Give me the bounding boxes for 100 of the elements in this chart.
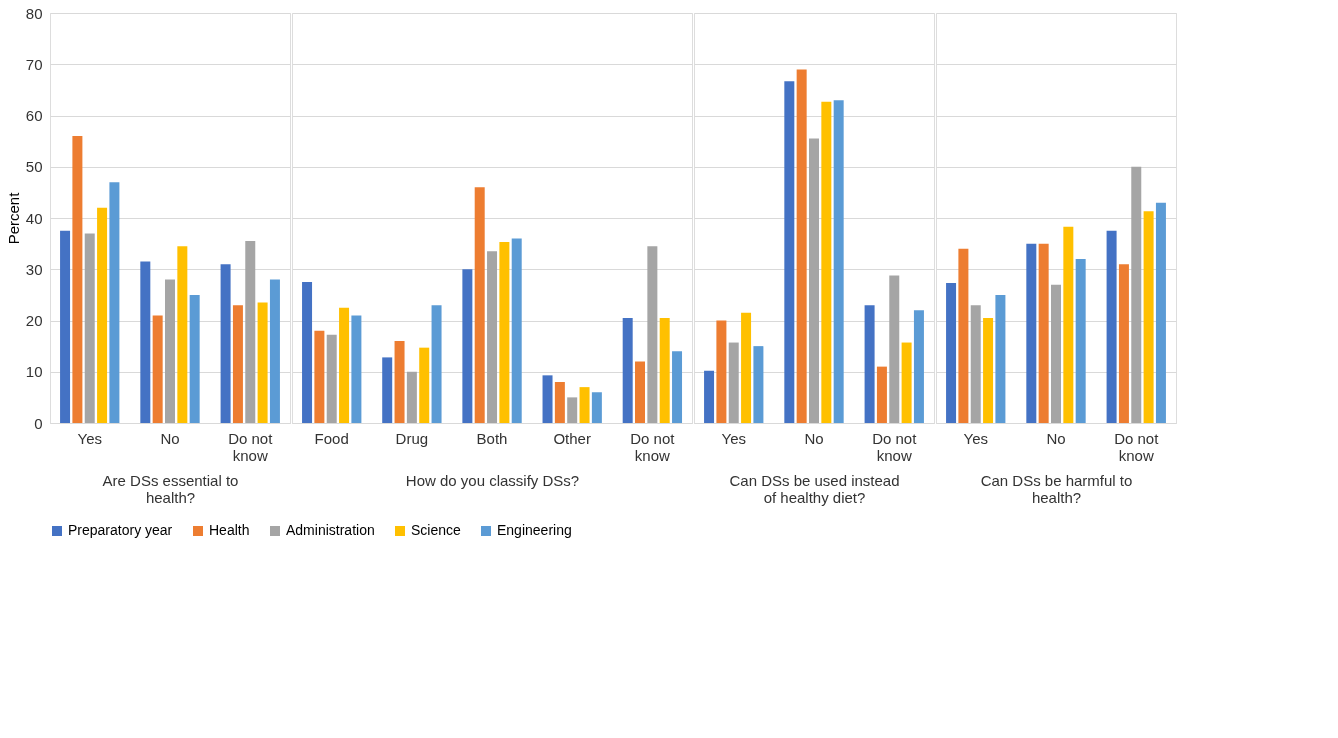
y-tick-label: 20 (25, 312, 43, 329)
bar (716, 320, 727, 423)
bar (394, 341, 405, 423)
legend-label: Science (411, 522, 462, 538)
bar (474, 187, 485, 423)
legend-label: Health (209, 522, 250, 538)
bar (647, 246, 658, 423)
bar (140, 261, 151, 423)
bar (511, 238, 522, 423)
x-axis-title: How do you classify DSs? (405, 471, 580, 489)
bar (326, 334, 337, 423)
bar (339, 307, 350, 423)
bar (567, 397, 578, 423)
y-tick-label: 40 (25, 209, 43, 227)
legend-label: Administration (286, 522, 375, 538)
bar (462, 269, 473, 423)
bar (232, 305, 243, 423)
bar (351, 315, 362, 423)
bar (809, 138, 819, 423)
bar (728, 342, 739, 423)
bar (72, 136, 83, 423)
bar (970, 305, 981, 423)
bar (1038, 243, 1049, 423)
bar (672, 351, 683, 423)
bar (1143, 211, 1154, 423)
legend-label: Engineering (497, 522, 572, 538)
x-tick-label: No (804, 429, 824, 447)
bar (419, 347, 430, 423)
bar (1063, 226, 1074, 423)
x-axis-title: Can DSs be used instead of healthy diet? (729, 471, 900, 506)
bar (753, 346, 764, 423)
bar (1051, 284, 1061, 423)
bar (499, 242, 510, 423)
bar (983, 317, 994, 423)
legend-label: Preparatory year (68, 522, 173, 538)
bar (1131, 166, 1142, 423)
bar (189, 294, 200, 423)
bar (704, 370, 715, 423)
bar (302, 282, 313, 423)
bar (889, 275, 900, 423)
x-tick-label: Yes (963, 429, 988, 447)
bar (995, 294, 1006, 423)
bar (269, 279, 280, 423)
bar (876, 366, 887, 423)
y-tick-label: 10 (25, 363, 43, 381)
bar (177, 246, 188, 423)
bar (622, 317, 633, 423)
x-tick-label: Both (476, 429, 508, 447)
y-tick-label: 30 (25, 260, 43, 278)
x-tick-label: Yes (721, 429, 746, 447)
bar (165, 279, 175, 423)
bar (542, 375, 553, 423)
y-tick-label: 80 (25, 4, 43, 22)
x-tick-label: No (160, 429, 180, 447)
bar (1118, 264, 1129, 423)
bar (796, 69, 807, 423)
bar (958, 248, 969, 423)
x-axis-title: Are DSs essential to health? (102, 471, 239, 506)
x-tick-label: Do not know (1114, 429, 1160, 464)
x-tick-label: Do not know (630, 429, 676, 464)
x-tick-label: Do not know (228, 429, 274, 464)
bar (1026, 243, 1037, 423)
x-tick-label: No (1046, 429, 1066, 447)
bar (382, 357, 393, 423)
x-tick-label: Food (314, 429, 349, 447)
bar (245, 241, 256, 423)
bar (659, 317, 670, 423)
bar (257, 302, 268, 423)
bar (635, 361, 646, 423)
bar (84, 233, 95, 423)
y-tick-label: 0 (34, 414, 43, 432)
bar (431, 305, 442, 423)
bar (901, 342, 912, 423)
bar (314, 330, 325, 423)
y-axis-title: Percent (4, 191, 22, 245)
bar (554, 382, 565, 423)
bar (152, 315, 163, 423)
y-tick-label: 70 (25, 55, 43, 73)
bar (1155, 202, 1166, 423)
bar (864, 305, 875, 423)
bar (487, 251, 498, 423)
bar (220, 264, 231, 423)
bar (784, 81, 795, 423)
x-axis-title: Can DSs be harmful to health? (980, 471, 1133, 506)
x-tick-label: Drug (395, 429, 429, 447)
x-tick-label: Other (553, 429, 591, 447)
bar (1106, 230, 1117, 423)
bar (833, 100, 844, 423)
bar (1075, 259, 1086, 423)
bar (913, 310, 924, 423)
bar (946, 283, 957, 423)
bar (821, 101, 832, 423)
bar (591, 392, 602, 423)
bar (60, 230, 71, 423)
bar (97, 207, 108, 423)
bar (741, 312, 752, 423)
x-tick-label: Do not know (872, 429, 918, 464)
x-tick-label: Yes (77, 429, 102, 447)
y-tick-label: 60 (25, 107, 43, 124)
bar (579, 387, 590, 423)
